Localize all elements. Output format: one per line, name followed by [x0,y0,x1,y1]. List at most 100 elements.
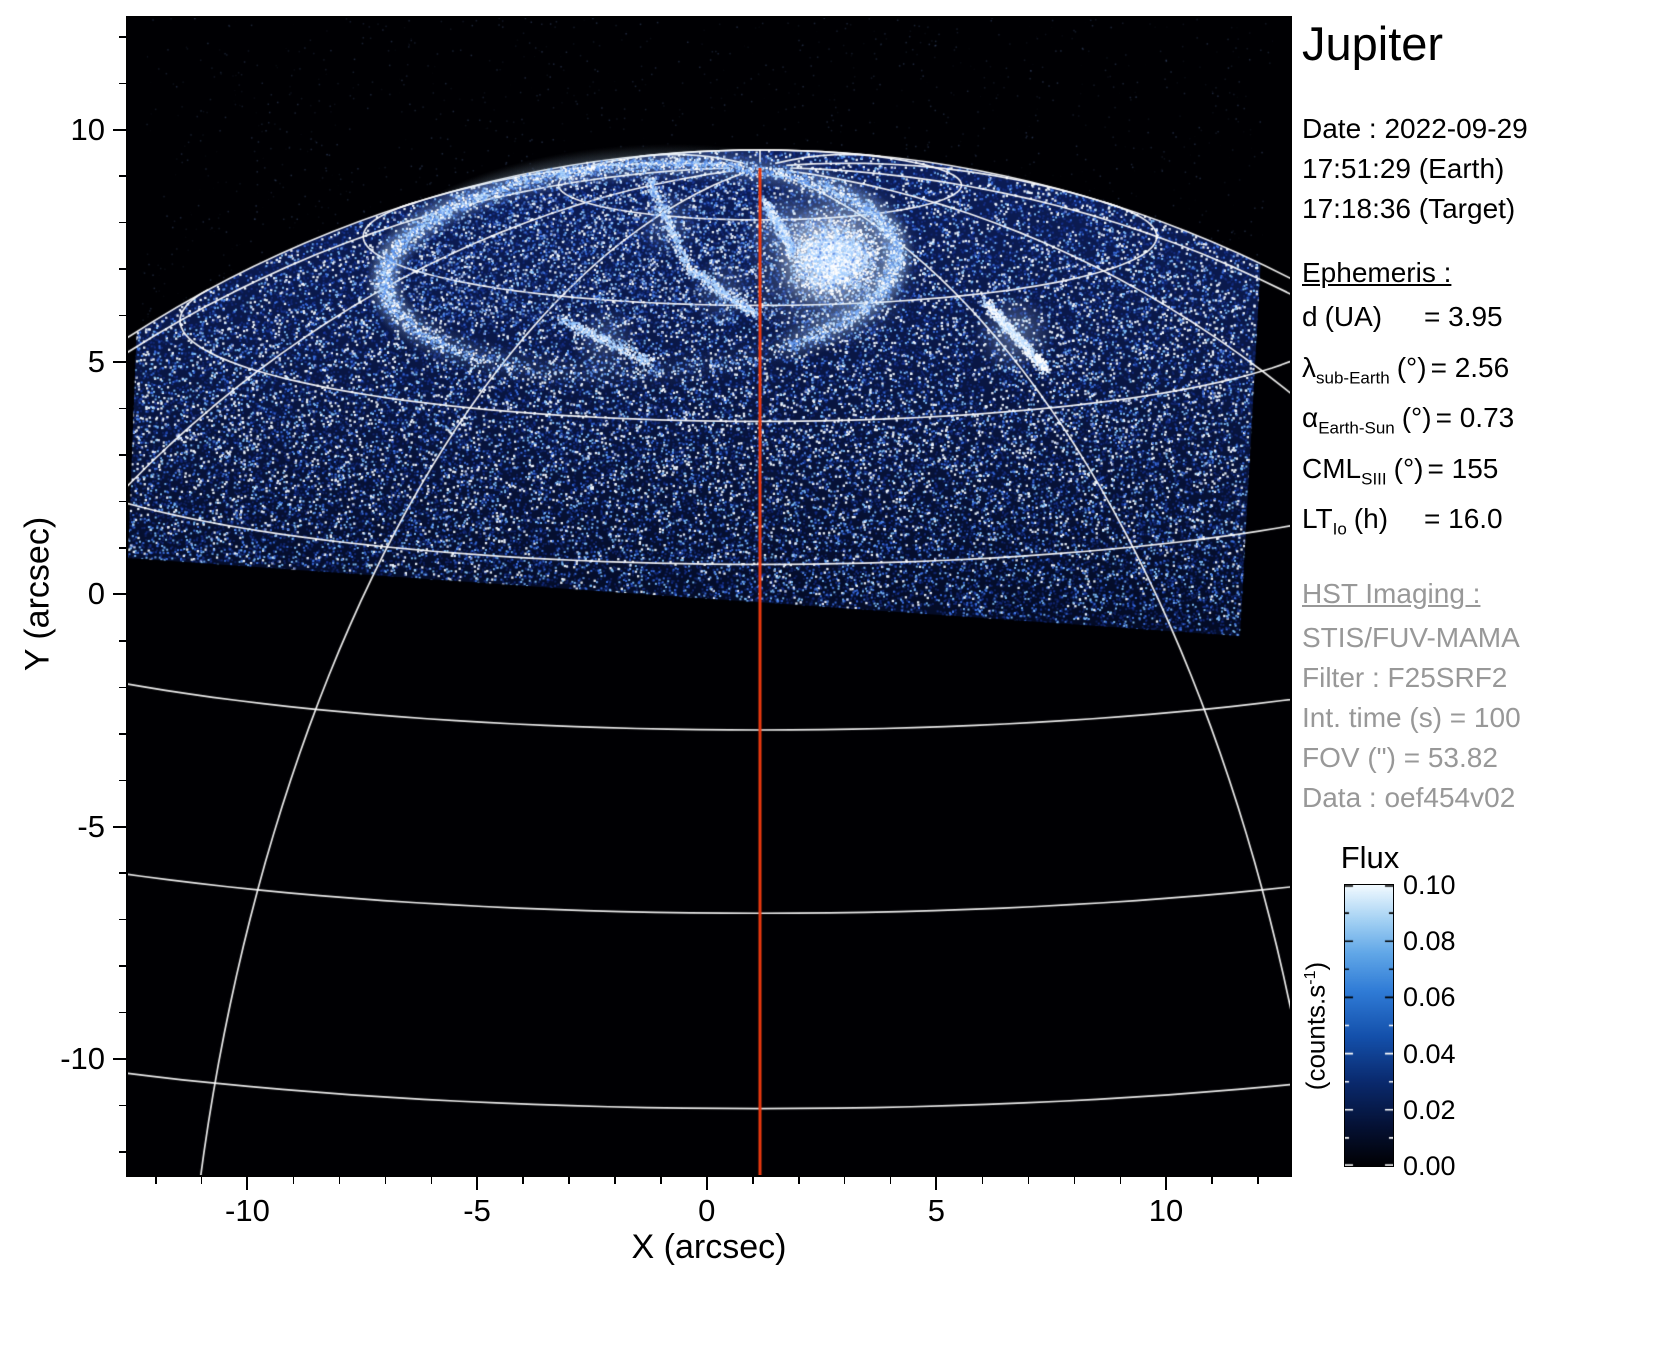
hst-info-line: STIS/FUV-MAMA [1302,618,1676,658]
hst-info-block: STIS/FUV-MAMA Filter : F25SRF2 Int. time (… [1302,618,1676,818]
x-axis-minor-tick [339,1177,341,1184]
ephemeris-subscript: Io [1333,520,1347,539]
y-axis-major-tick [113,826,126,828]
colorbar-tick-label: 0.04 [1403,1039,1493,1069]
y-axis-tick-label: 10 [25,111,105,149]
y-axis-tick-label: 0 [25,575,105,613]
x-axis-minor-tick [568,1177,570,1184]
x-axis-minor-tick [293,1177,295,1184]
ephemeris-table: d (UA) = 3.95 λsub-Earth (°) = 2.56 αEarth-Sun… [1302,297,1676,550]
ephemeris-symbol: LT [1302,503,1333,534]
x-axis-minor-tick [1028,1177,1030,1184]
y-axis-minor-tick [119,687,126,689]
x-axis-minor-tick [155,1177,157,1184]
y-axis-major-tick [113,593,126,595]
colorbar-tick-label: 0.06 [1403,982,1493,1012]
x-axis-minor-tick [660,1177,662,1184]
y-axis-minor-tick [119,222,126,224]
x-axis-label: X (arcsec) [128,1228,1290,1267]
ephemeris-value: = 155 [1428,449,1499,489]
x-axis-minor-tick [522,1177,524,1184]
y-axis-tick-label: -10 [25,1040,105,1078]
y-axis-minor-tick [119,780,126,782]
colorbar-tick-label: 0.08 [1403,926,1493,956]
colorbar-tick-label: 0.00 [1403,1151,1493,1181]
colorbar-unit-exponent: -1 [1302,970,1319,984]
obs-date: Date : 2022-09-29 [1302,109,1676,149]
x-axis-minor-tick [890,1177,892,1184]
jupiter-aurora-figure: X (arcsec) Y (arcsec) Jupiter Date : 202… [0,0,1676,1367]
x-axis-minor-tick [1074,1177,1076,1184]
page-title: Jupiter [1302,16,1676,71]
ephemeris-quantity: d (UA) [1302,297,1420,348]
plot-frame [126,16,1292,1177]
ephemeris-unit: (°) [1394,453,1424,484]
x-axis-major-tick [246,1177,248,1190]
hst-imaging-heading: HST Imaging : [1302,574,1676,614]
y-axis-minor-tick [119,547,126,549]
y-axis-major-tick [113,361,126,363]
ephemeris-row: λsub-Earth (°) = 2.56 [1302,348,1676,399]
y-axis-minor-tick [119,640,126,642]
x-axis-tick-label: -5 [432,1193,522,1229]
ephemeris-symbol: d [1302,301,1318,332]
obs-target-time: 17:18:36 (Target) [1302,189,1676,229]
y-axis-tick-label: 5 [25,343,105,381]
x-axis-minor-tick [982,1177,984,1184]
obs-earth-time: 17:51:29 (Earth) [1302,149,1676,189]
ephemeris-value: = 2.56 [1431,348,1510,388]
x-axis-tick-label: 10 [1121,1193,1211,1229]
colorbar-unit-post: ) [1301,962,1331,971]
colorbar-unit-label: (counts.s-1) [1301,962,1332,1090]
ephemeris-quantity: λsub-Earth (°) [1302,348,1427,399]
y-axis-minor-tick [119,83,126,85]
y-axis-major-tick [113,129,126,131]
ephemeris-value: = 16.0 [1424,499,1503,539]
ephemeris-row: LTIo (h) = 16.0 [1302,499,1676,550]
ephemeris-symbol: λ [1302,352,1316,383]
x-axis-tick-label: -10 [202,1193,292,1229]
hst-info-line: FOV (") = 53.82 [1302,738,1676,778]
x-axis-tick-label: 5 [891,1193,981,1229]
x-axis-minor-tick [614,1177,616,1184]
y-axis-minor-tick [119,454,126,456]
x-axis-minor-tick [431,1177,433,1184]
x-axis-minor-tick [844,1177,846,1184]
x-axis-minor-tick [385,1177,387,1184]
ephemeris-heading: Ephemeris : [1302,253,1676,293]
x-axis-minor-tick [798,1177,800,1184]
aurora-image-canvas [128,18,1290,1175]
y-axis-minor-tick [119,408,126,410]
y-axis-tick-label: -5 [25,808,105,846]
y-axis-minor-tick [119,175,126,177]
ephemeris-subscript: SIII [1361,469,1387,488]
y-axis-minor-tick [119,268,126,270]
y-axis-minor-tick [119,872,126,874]
ephemeris-quantity: LTIo (h) [1302,499,1420,550]
ephemeris-symbol: α [1302,402,1318,433]
x-axis-major-tick [935,1177,937,1190]
colorbar-title: Flux [1330,840,1410,876]
info-panel: Jupiter Date : 2022-09-29 17:51:29 (Eart… [1302,16,1676,818]
y-axis-minor-tick [119,965,126,967]
ephemeris-row: CMLSIII (°) = 155 [1302,449,1676,500]
y-axis-minor-tick [119,733,126,735]
y-axis-minor-tick [119,315,126,317]
ephemeris-row: d (UA) = 3.95 [1302,297,1676,348]
hst-info-line: Filter : F25SRF2 [1302,658,1676,698]
y-axis-major-tick [113,1058,126,1060]
y-axis-minor-tick [119,919,126,921]
y-axis-minor-tick [119,1012,126,1014]
ephemeris-unit: (°) [1402,402,1432,433]
colorbar-tick-label: 0.02 [1403,1095,1493,1125]
x-axis-minor-tick [201,1177,203,1184]
x-axis-major-tick [476,1177,478,1190]
y-axis-minor-tick [119,501,126,503]
x-axis-major-tick [1165,1177,1167,1190]
observation-block: Date : 2022-09-29 17:51:29 (Earth) 17:18… [1302,109,1676,229]
x-axis-minor-tick [1257,1177,1259,1184]
ephemeris-value: = 3.95 [1424,297,1503,337]
ephemeris-unit: (°) [1397,352,1427,383]
x-axis-tick-label: 0 [662,1193,752,1229]
colorbar-unit-pre: (counts.s [1301,985,1331,1091]
